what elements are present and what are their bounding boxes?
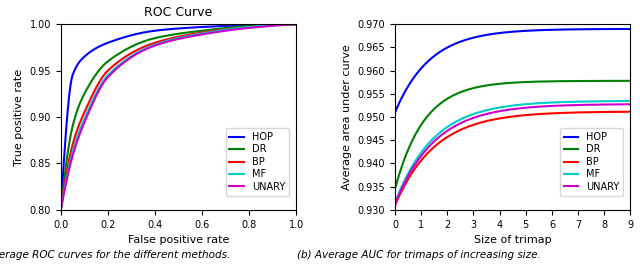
- UNARY: [584, 103, 592, 107]
- Line: DR: DR: [61, 24, 296, 210]
- MF: [161, 40, 168, 43]
- UNARY: [244, 26, 252, 30]
- MF: [584, 100, 592, 103]
- Title: ROC Curve: ROC Curve: [145, 6, 212, 19]
- BP: [531, 113, 539, 116]
- Text: (a) Average ROC curves for the different methods.: (a) Average ROC curves for the different…: [0, 250, 230, 260]
- BP: [391, 204, 399, 207]
- HOP: [152, 29, 160, 32]
- HOP: [503, 31, 511, 34]
- UNARY: [152, 44, 160, 47]
- Text: (b) Average AUC for trimaps of increasing size.: (b) Average AUC for trimaps of increasin…: [298, 250, 541, 260]
- BP: [244, 26, 252, 29]
- DR: [627, 79, 634, 83]
- MF: [244, 26, 252, 29]
- MF: [152, 43, 160, 46]
- X-axis label: False positive rate: False positive rate: [128, 235, 229, 245]
- DR: [161, 34, 168, 38]
- MF: [504, 105, 512, 108]
- DR: [518, 80, 526, 84]
- Line: MF: MF: [61, 24, 296, 210]
- MF: [241, 26, 248, 29]
- BP: [504, 115, 512, 119]
- Line: HOP: HOP: [61, 24, 296, 210]
- Line: BP: BP: [61, 24, 296, 210]
- HOP: [391, 111, 399, 114]
- DR: [244, 24, 252, 28]
- DR: [621, 79, 628, 83]
- BP: [627, 110, 634, 113]
- MF: [503, 105, 511, 108]
- HOP: [161, 28, 168, 31]
- BP: [57, 208, 65, 211]
- MF: [518, 103, 526, 106]
- MF: [391, 201, 399, 204]
- BP: [152, 41, 160, 44]
- Line: DR: DR: [395, 81, 630, 189]
- BP: [503, 116, 511, 119]
- HOP: [57, 208, 65, 211]
- Line: HOP: HOP: [395, 29, 630, 112]
- UNARY: [81, 120, 89, 123]
- HOP: [219, 24, 227, 28]
- Y-axis label: True positive rate: True positive rate: [14, 68, 24, 166]
- BP: [292, 23, 300, 26]
- MF: [627, 99, 634, 102]
- Line: BP: BP: [395, 112, 630, 205]
- UNARY: [391, 203, 399, 206]
- HOP: [627, 27, 634, 31]
- HOP: [584, 27, 592, 31]
- MF: [57, 208, 65, 211]
- DR: [241, 25, 248, 28]
- HOP: [292, 23, 300, 26]
- MF: [292, 23, 300, 26]
- HOP: [81, 55, 89, 58]
- DR: [152, 36, 160, 40]
- UNARY: [292, 23, 300, 26]
- DR: [584, 79, 592, 83]
- BP: [621, 110, 628, 113]
- HOP: [504, 30, 512, 34]
- DR: [503, 82, 511, 85]
- BP: [161, 38, 168, 42]
- UNARY: [621, 103, 628, 106]
- MF: [531, 102, 539, 105]
- BP: [518, 114, 526, 117]
- Line: UNARY: UNARY: [395, 104, 630, 204]
- UNARY: [161, 41, 168, 44]
- UNARY: [504, 108, 512, 111]
- UNARY: [518, 107, 526, 110]
- DR: [391, 187, 399, 190]
- DR: [292, 23, 300, 26]
- DR: [81, 91, 89, 94]
- HOP: [621, 27, 628, 31]
- Legend: HOP, DR, BP, MF, UNARY: HOP, DR, BP, MF, UNARY: [560, 128, 623, 196]
- Y-axis label: Average area under curve: Average area under curve: [342, 44, 352, 190]
- MF: [219, 29, 227, 32]
- HOP: [241, 24, 248, 27]
- BP: [219, 28, 227, 31]
- BP: [584, 111, 592, 114]
- DR: [504, 82, 512, 85]
- UNARY: [503, 108, 511, 112]
- UNARY: [241, 27, 248, 30]
- BP: [241, 26, 248, 29]
- Line: UNARY: UNARY: [61, 24, 296, 210]
- DR: [219, 27, 227, 30]
- DR: [57, 208, 65, 211]
- DR: [531, 80, 539, 83]
- BP: [81, 110, 89, 113]
- MF: [81, 116, 89, 119]
- X-axis label: Size of trimap: Size of trimap: [474, 235, 552, 245]
- MF: [621, 100, 628, 103]
- Line: MF: MF: [395, 101, 630, 203]
- Legend: HOP, DR, BP, MF, UNARY: HOP, DR, BP, MF, UNARY: [225, 128, 289, 196]
- HOP: [244, 24, 252, 27]
- UNARY: [219, 30, 227, 33]
- HOP: [518, 29, 526, 33]
- UNARY: [627, 103, 634, 106]
- UNARY: [57, 208, 65, 211]
- UNARY: [531, 105, 539, 109]
- HOP: [531, 29, 539, 32]
